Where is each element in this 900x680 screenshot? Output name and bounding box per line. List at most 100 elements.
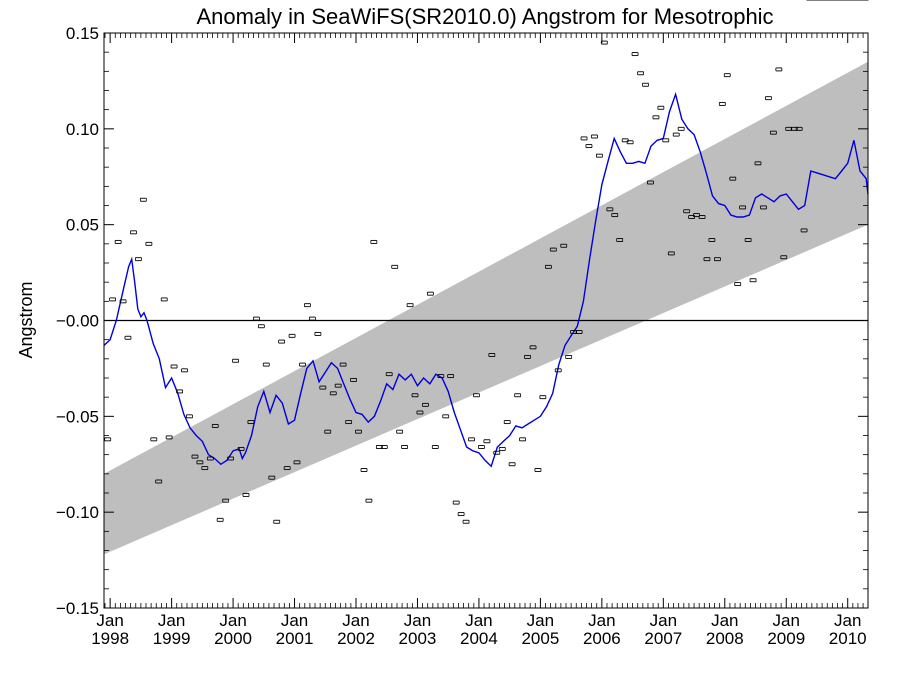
data-point xyxy=(334,383,342,388)
data-point xyxy=(652,115,660,120)
y-tick-label: −0.00 xyxy=(56,312,99,331)
data-point xyxy=(139,197,147,202)
x-tick-year-label: 2005 xyxy=(521,629,559,648)
data-point xyxy=(165,435,173,440)
x-tick-month-label: Jan xyxy=(773,611,800,630)
x-tick-month-label: Jan xyxy=(96,611,123,630)
data-point xyxy=(744,238,752,242)
data-point xyxy=(227,456,235,461)
data-point xyxy=(508,462,516,467)
data-point xyxy=(775,67,783,72)
data-point xyxy=(155,479,163,484)
x-tick-month-label: Jan xyxy=(158,611,185,630)
data-point xyxy=(452,500,460,505)
data-point xyxy=(683,209,691,214)
data-point xyxy=(324,429,332,434)
data-point xyxy=(196,460,204,465)
x-tick-year-label: 2004 xyxy=(460,629,498,648)
data-point xyxy=(406,303,414,308)
data-point xyxy=(749,278,757,283)
data-point xyxy=(657,105,665,110)
running-mean-layer xyxy=(103,91,869,468)
y-tick-label: −0.15 xyxy=(56,599,99,618)
data-point xyxy=(457,512,465,517)
data-point xyxy=(170,364,178,369)
data-point xyxy=(631,52,639,57)
data-point xyxy=(211,423,219,428)
data-point xyxy=(600,40,608,45)
data-point xyxy=(519,437,526,442)
x-tick-month-label: Jan xyxy=(527,611,554,630)
data-point xyxy=(780,255,788,260)
data-point xyxy=(160,297,168,302)
data-point xyxy=(514,393,522,398)
data-point xyxy=(308,316,316,321)
data-point xyxy=(304,303,311,308)
data-point xyxy=(319,385,327,390)
data-point xyxy=(760,205,767,210)
data-point xyxy=(150,437,158,442)
axes-layer: −0.15−0.10−0.05−0.000.050.100.15Jan1998J… xyxy=(56,24,869,648)
x-tick-year-label: 1999 xyxy=(153,629,191,648)
x-tick-month-label: Jan xyxy=(650,611,677,630)
data-point xyxy=(503,420,511,425)
data-point xyxy=(109,297,117,302)
data-point xyxy=(360,468,368,472)
data-point xyxy=(114,239,122,244)
x-tick-year-label: 2010 xyxy=(829,629,867,648)
y-tick-label: 0.10 xyxy=(66,120,99,139)
data-point xyxy=(498,446,506,451)
data-point xyxy=(468,437,475,442)
data-point xyxy=(124,335,132,340)
data-point xyxy=(729,176,737,181)
data-point xyxy=(723,73,731,78)
data-point xyxy=(693,213,700,218)
data-point xyxy=(708,238,716,242)
data-point xyxy=(718,101,726,106)
data-point xyxy=(442,414,450,419)
x-tick-year-label: 2000 xyxy=(214,629,252,648)
data-point xyxy=(591,134,598,139)
data-point xyxy=(314,331,322,336)
data-point xyxy=(268,475,276,480)
data-point xyxy=(477,445,485,449)
data-point xyxy=(130,230,137,235)
data-point xyxy=(534,468,542,472)
data-point xyxy=(380,445,388,449)
trend-band-layer xyxy=(104,61,868,555)
data-point xyxy=(473,393,480,398)
data-point xyxy=(616,238,624,242)
data-point xyxy=(201,466,209,471)
data-point xyxy=(278,339,286,344)
data-point xyxy=(355,429,362,434)
data-point xyxy=(544,264,552,269)
data-point xyxy=(416,410,424,415)
data-point xyxy=(714,257,721,262)
trend-band xyxy=(104,61,868,555)
data-point xyxy=(437,374,445,379)
x-tick-year-label: 1998 xyxy=(91,629,129,648)
data-point xyxy=(524,354,531,359)
data-point xyxy=(186,414,193,419)
data-point xyxy=(176,389,184,394)
chart-title: Anomaly in SeaWiFS(SR2010.0) Angstrom fo… xyxy=(196,4,773,29)
data-point xyxy=(242,492,250,497)
data-point xyxy=(529,345,537,350)
data-point xyxy=(677,126,685,131)
y-tick-label: −0.10 xyxy=(56,503,99,522)
data-point xyxy=(769,130,777,135)
data-point xyxy=(560,243,568,248)
data-point xyxy=(647,180,654,185)
x-tick-year-label: 2006 xyxy=(583,629,621,648)
data-point xyxy=(626,140,634,145)
data-point xyxy=(283,466,291,471)
data-point xyxy=(765,96,772,101)
data-point xyxy=(575,330,583,334)
data-point xyxy=(262,362,270,367)
data-point xyxy=(734,282,742,287)
data-point xyxy=(488,353,496,357)
data-point xyxy=(462,519,470,524)
data-point xyxy=(288,333,296,338)
